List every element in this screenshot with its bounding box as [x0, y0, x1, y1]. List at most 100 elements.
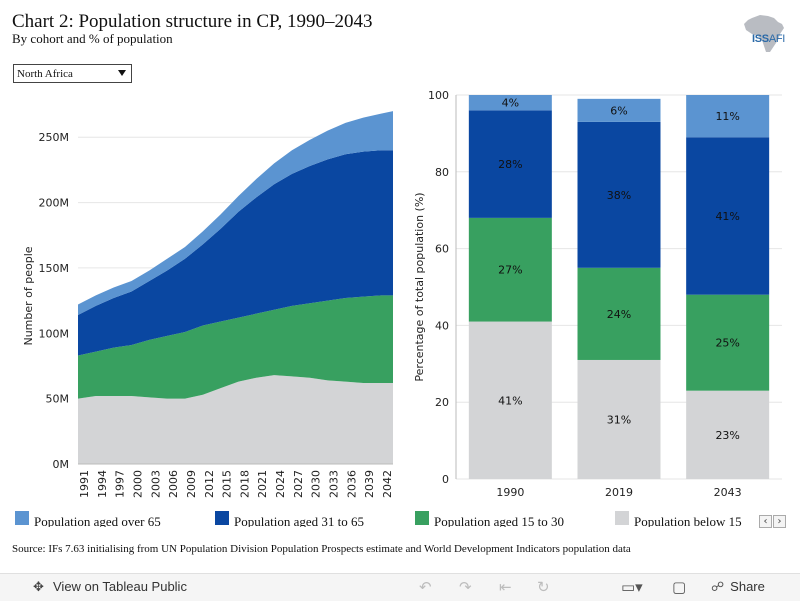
bar-y-tick-label: 80: [435, 166, 449, 179]
chart-title: Chart 2: Population structure in CP, 199…: [12, 11, 373, 32]
area-x-tick-label: 2018: [238, 470, 251, 498]
view-on-tableau-link[interactable]: ✥ View on Tableau Public: [33, 579, 187, 595]
area-y-axis-label: Number of people: [22, 246, 35, 345]
area-x-tick-label: 2024: [274, 470, 287, 498]
refresh-icon[interactable]: ↻: [537, 578, 550, 596]
area-x-tick-label: 2000: [131, 470, 144, 498]
bar-segment-over65: [686, 95, 770, 138]
bar-y-tick-label: 0: [442, 473, 449, 486]
redo-icon[interactable]: ↷: [459, 578, 472, 596]
legend-label-31to65: Population aged 31 to 65: [234, 514, 364, 527]
download-icon[interactable]: ▭▾: [621, 578, 643, 596]
legend-swatch-over65: [15, 511, 29, 525]
area-x-tick-label: 2012: [203, 470, 216, 498]
area-series-below15: [78, 375, 393, 464]
bar-segment-age31to65: [577, 121, 661, 268]
bar-segment-age15to30: [468, 217, 552, 322]
revert-icon[interactable]: ⇤: [499, 578, 512, 596]
area-series-age15to30: [78, 295, 393, 399]
area-y-tick-label: 200M: [39, 197, 70, 210]
bar-data-label: 28%: [498, 158, 522, 171]
bar-segment-below15: [468, 321, 552, 479]
fullscreen-icon[interactable]: ▢: [672, 578, 687, 596]
area-x-tick-label: 1997: [114, 470, 127, 498]
legend-scroll-buttons: ‹ ›: [759, 509, 787, 528]
bar-data-label: 31%: [607, 413, 631, 426]
share-label: Share: [730, 579, 765, 594]
legend-label-below15: Population below 15: [634, 514, 742, 527]
area-x-tick-label: 1991: [78, 470, 91, 498]
region-filter-value: North Africa: [17, 68, 73, 80]
area-y-tick-label: 250M: [39, 131, 70, 144]
undo-icon[interactable]: ↶: [419, 578, 432, 596]
legend-swatch-below15: [615, 511, 629, 525]
legend-label-over65: Population aged over 65: [34, 514, 161, 527]
area-y-tick-label: 100M: [39, 327, 70, 340]
area-x-tick-label: 2015: [221, 470, 234, 498]
share-button[interactable]: ☍ Share: [711, 579, 765, 595]
area-series-over65: [78, 111, 393, 315]
area-x-tick-label: 2030: [310, 470, 323, 498]
logo-wordmark: ISSAFI: [752, 33, 785, 45]
bar-x-tick-label: 2019: [605, 486, 633, 499]
bar-y-tick-label: 40: [435, 319, 449, 332]
area-x-tick-label: 2039: [363, 470, 376, 498]
share-icon: ☍: [711, 579, 725, 594]
area-x-tick-label: 2003: [149, 470, 162, 498]
area-y-tick-label: 150M: [39, 262, 70, 275]
bar-y-tick-label: 20: [435, 396, 449, 409]
area-x-tick-label: 2036: [345, 470, 358, 498]
bar-data-label: 4%: [502, 97, 519, 110]
logo-iss: ISS: [752, 33, 769, 45]
bar-data-label: 38%: [607, 189, 631, 202]
area-x-tick-label: 2027: [292, 470, 305, 498]
area-series-age31to65: [78, 150, 393, 356]
area-y-tick-label: 0M: [53, 458, 70, 471]
area-y-tick-label: 50M: [46, 393, 70, 406]
bar-segment-age31to65: [686, 137, 770, 295]
bar-data-label: 27%: [498, 264, 522, 277]
legend-swatch-15to30: [415, 511, 429, 525]
bar-segment-over65: [468, 95, 552, 111]
bar-data-label: 41%: [715, 210, 739, 223]
africa-map-logo-icon: [738, 12, 792, 54]
bar-segment-below15: [577, 359, 661, 479]
chevron-down-icon: [118, 70, 126, 76]
area-x-tick-label: 2009: [185, 470, 198, 498]
view-on-tableau-label: View on Tableau Public: [53, 579, 187, 594]
area-x-tick-label: 2021: [256, 470, 269, 498]
bar-data-label: 23%: [715, 429, 739, 442]
area-x-tick-label: 2033: [328, 470, 341, 498]
legend-scroll-right-icon[interactable]: ›: [773, 515, 786, 528]
bar-segment-age15to30: [577, 267, 661, 360]
legend: Population aged over 65 Population aged …: [0, 509, 800, 527]
area-chart: 0M 50M 100M 150M 200M 250M 1991 1994 1997 2000 200…: [22, 111, 394, 498]
logo-afi: AFI: [768, 33, 786, 45]
chart-subtitle: By cohort and % of population: [12, 31, 173, 46]
bar-data-label: 24%: [607, 308, 631, 321]
source-note: Source: IFs 7.63 initialising from UN Po…: [12, 543, 631, 555]
legend-scroll-left-icon[interactable]: ‹: [759, 515, 772, 528]
bar-data-label: 25%: [715, 337, 739, 350]
area-x-tick-label: 2006: [167, 470, 180, 498]
bar-x-tick-label: 2043: [714, 486, 742, 499]
bar-y-tick-label: 60: [435, 243, 449, 256]
bar-y-axis-label: Percentage of total population (%): [413, 192, 426, 381]
bar-segment-age15to30: [686, 294, 770, 391]
bar-y-tick-label: 100: [428, 90, 449, 102]
bar-chart: 0 20 40 60 80 100 41% 27% 28% 4% 1990 31% 24% 38% 6% 20…: [413, 90, 782, 499]
area-x-tick-label: 1994: [96, 470, 109, 498]
area-x-tick-label: 2042: [381, 470, 394, 498]
tableau-toolbar: ✥ View on Tableau Public ↶ ↷ ⇤ ↻ ▭▾ ▢ ☍ Sh…: [0, 573, 800, 601]
bar-segment-over65: [577, 98, 661, 122]
bar-data-label: 11%: [715, 110, 739, 123]
bar-x-tick-label: 1990: [496, 486, 524, 499]
legend-swatch-31to65: [215, 511, 229, 525]
region-filter-dropdown[interactable]: North Africa: [13, 64, 132, 83]
bar-data-label: 6%: [610, 104, 627, 117]
bar-data-label: 41%: [498, 394, 522, 407]
move-icon: ✥: [33, 579, 44, 594]
legend-label-15to30: Population aged 15 to 30: [434, 514, 564, 527]
bar-segment-below15: [686, 390, 770, 479]
bar-segment-age31to65: [468, 110, 552, 218]
